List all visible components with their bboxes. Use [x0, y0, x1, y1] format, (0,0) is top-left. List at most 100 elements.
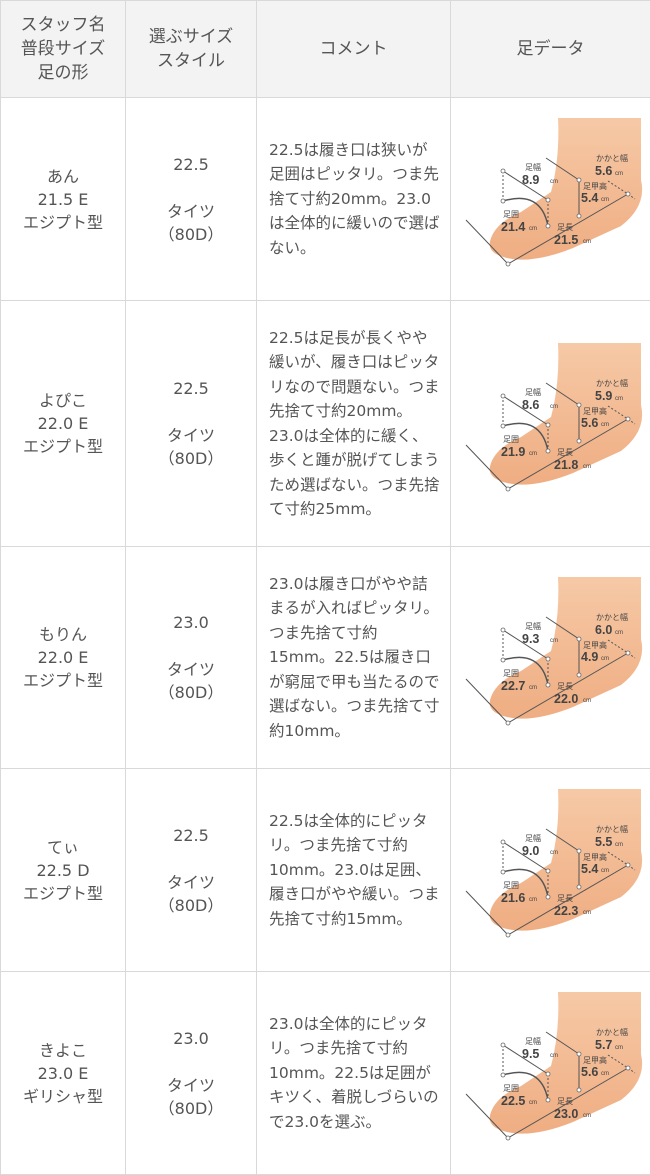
length-value: 22.0 — [554, 692, 578, 706]
foot-diagram: 足幅 9.3 cm かかと幅 6.0 cm 足甲高 4.9 cm 足囲 22.7… — [451, 557, 650, 753]
header-chosen-size: 選ぶサイズ — [126, 25, 256, 49]
width-value: 9.0 — [522, 844, 539, 858]
length-unit: cm — [583, 1113, 591, 1119]
width-unit: cm — [550, 179, 558, 185]
foot-diagram: 足幅 8.9 cm かかと幅 5.6 cm 足甲高 5.4 cm 足囲 21.4… — [451, 98, 650, 294]
header-foot-shape: 足の形 — [1, 61, 125, 85]
width-label: 足幅 — [525, 1036, 541, 1046]
girth-unit: cm — [529, 897, 537, 903]
heel-unit: cm — [615, 396, 623, 402]
length-value: 22.3 — [554, 904, 578, 918]
girth-label: 足囲 — [503, 210, 519, 219]
header-staff: スタッフ名 普段サイズ 足の形 — [1, 1, 126, 98]
length-value: 21.8 — [554, 458, 578, 472]
length-label: 足長 — [557, 894, 573, 903]
instep-unit: cm — [601, 197, 609, 203]
width-unit: cm — [550, 850, 558, 856]
foot-shape: ギリシャ型 — [1, 1085, 125, 1108]
table-row: あん 21.5 E エジプト型 22.5 タイツ （80D） 22.5は履き口は… — [1, 98, 650, 301]
length-label: 足長 — [557, 448, 573, 457]
chosen-size: 22.5 — [126, 824, 256, 847]
foot-data-cell: 足幅 8.9 cm かかと幅 5.6 cm 足甲高 5.4 cm 足囲 21.4… — [451, 98, 650, 301]
width-unit: cm — [550, 404, 558, 410]
foot-shape: エジプト型 — [1, 435, 125, 458]
header-size: 選ぶサイズ スタイル — [126, 1, 257, 98]
length-unit: cm — [583, 239, 591, 245]
width-value: 8.6 — [522, 398, 539, 412]
length-value: 21.5 — [554, 233, 578, 247]
length-label: 足長 — [557, 223, 573, 232]
instep-label: 足甲高 — [583, 181, 607, 191]
foot-shape: エジプト型 — [1, 669, 125, 692]
instep-label: 足甲高 — [583, 640, 607, 650]
usual-size: 21.5 E — [1, 188, 125, 211]
girth-label: 足囲 — [503, 435, 519, 444]
foot-diagram: 足幅 9.5 cm かかと幅 5.7 cm 足甲高 5.6 cm 足囲 22.5… — [451, 972, 650, 1168]
foot-data-cell: 足幅 9.5 cm かかと幅 5.7 cm 足甲高 5.6 cm 足囲 22.5… — [451, 972, 650, 1175]
foot-shape: エジプト型 — [1, 211, 125, 234]
heel-label: かかと幅 — [596, 153, 628, 163]
width-value: 9.5 — [522, 1047, 539, 1061]
length-label: 足長 — [557, 682, 573, 691]
header-usual-size: 普段サイズ — [1, 37, 125, 61]
style: タイツ — [126, 658, 256, 681]
comment-cell: 23.0は全体的にピッタリ。つま先捨て寸約10mm。22.5は足囲がキツく、着脱… — [257, 972, 451, 1175]
usual-size: 22.0 E — [1, 646, 125, 669]
instep-unit: cm — [601, 656, 609, 662]
denier: （80D） — [126, 447, 256, 470]
instep-value: 4.9 — [581, 650, 598, 664]
heel-label: かかと幅 — [596, 824, 628, 834]
heel-label: かかと幅 — [596, 378, 628, 388]
comment-cell: 23.0は履き口がやや詰まるが入ればピッタリ。つま先捨て寸約15mm。22.5は… — [257, 547, 451, 769]
header-row: スタッフ名 普段サイズ 足の形 選ぶサイズ スタイル コメント 足データ — [1, 1, 650, 98]
length-label: 足長 — [557, 1097, 573, 1106]
size-cell: 22.5 タイツ （80D） — [126, 301, 257, 547]
foot-data-cell: 足幅 9.0 cm かかと幅 5.5 cm 足甲高 5.4 cm 足囲 21.6… — [451, 769, 650, 972]
comment-cell: 22.5は足長が長くやや緩いが、履き口はピッタリなので問題ない。つま先捨て寸約2… — [257, 301, 451, 547]
staff-name: てぃ — [1, 836, 125, 859]
size-cell: 23.0 タイツ （80D） — [126, 972, 257, 1175]
foot-diagram: 足幅 8.6 cm かかと幅 5.9 cm 足甲高 5.6 cm 足囲 21.9… — [451, 323, 650, 519]
staff-cell: よぴこ 22.0 E エジプト型 — [1, 301, 126, 547]
table-row: てぃ 22.5 D エジプト型 22.5 タイツ （80D） 22.5は全体的に… — [1, 769, 650, 972]
girth-value: 21.6 — [501, 891, 525, 905]
girth-unit: cm — [529, 685, 537, 691]
length-unit: cm — [583, 464, 591, 470]
size-cell: 22.5 タイツ （80D） — [126, 98, 257, 301]
table-row: よぴこ 22.0 E エジプト型 22.5 タイツ （80D） 22.5は足長が… — [1, 301, 650, 547]
length-unit: cm — [583, 910, 591, 916]
girth-value: 21.9 — [501, 445, 525, 459]
girth-unit: cm — [529, 1100, 537, 1106]
foot-diagram: 足幅 9.0 cm かかと幅 5.5 cm 足甲高 5.4 cm 足囲 21.6… — [451, 769, 650, 965]
girth-value: 22.7 — [501, 679, 525, 693]
staff-name: きよこ — [1, 1039, 125, 1062]
instep-unit: cm — [601, 1071, 609, 1077]
size-cell: 23.0 タイツ （80D） — [126, 547, 257, 769]
staff-cell: もりん 22.0 E エジプト型 — [1, 547, 126, 769]
style: タイツ — [126, 200, 256, 223]
girth-value: 21.4 — [501, 220, 525, 234]
girth-label: 足囲 — [503, 669, 519, 678]
instep-label: 足甲高 — [583, 1055, 607, 1065]
staff-cell: てぃ 22.5 D エジプト型 — [1, 769, 126, 972]
staff-name: よぴこ — [1, 389, 125, 412]
staff-cell: きよこ 23.0 E ギリシャ型 — [1, 972, 126, 1175]
comment-cell: 22.5は全体的にピッタリ。つま先捨て寸約10mm。23.0は足囲、履き口がやや… — [257, 769, 451, 972]
foot-data-cell: 足幅 8.6 cm かかと幅 5.9 cm 足甲高 5.6 cm 足囲 21.9… — [451, 301, 650, 547]
heel-unit: cm — [615, 630, 623, 636]
usual-size: 22.5 D — [1, 859, 125, 882]
style: タイツ — [126, 1074, 256, 1097]
girth-label: 足囲 — [503, 1084, 519, 1093]
heel-label: かかと幅 — [596, 1027, 628, 1037]
style: タイツ — [126, 424, 256, 447]
heel-label: かかと幅 — [596, 612, 628, 622]
heel-unit: cm — [615, 1045, 623, 1051]
chosen-size: 22.5 — [126, 377, 256, 400]
heel-value: 5.7 — [595, 1038, 612, 1052]
table-row: きよこ 23.0 E ギリシャ型 23.0 タイツ （80D） 23.0は全体的… — [1, 972, 650, 1175]
usual-size: 23.0 E — [1, 1062, 125, 1085]
denier: （80D） — [126, 223, 256, 246]
style: タイツ — [126, 871, 256, 894]
instep-unit: cm — [601, 868, 609, 874]
